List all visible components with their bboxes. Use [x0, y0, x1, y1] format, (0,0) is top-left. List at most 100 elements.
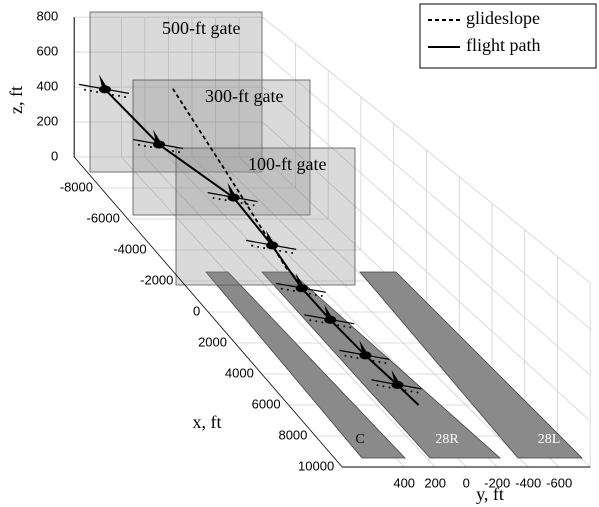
x-tick-label: -2000 [140, 272, 173, 287]
aircraft-dot [416, 391, 419, 394]
aircraft-dot [382, 385, 385, 388]
aircraft [245, 230, 297, 254]
aircraft-dot [320, 294, 323, 297]
aircraft-dot [150, 146, 152, 149]
axes: 0200400600800-8000-6000-4000-20000200040… [36, 9, 591, 490]
aircraft-dot [372, 359, 375, 362]
x-tick-label: -8000 [60, 179, 93, 194]
aircraft-dot [285, 250, 288, 253]
aircraft [207, 182, 258, 207]
aircraft-tail [324, 304, 333, 318]
x-tick-label: -6000 [87, 210, 120, 225]
aircraft-dot [292, 289, 295, 292]
aircraft [304, 304, 355, 329]
runway-label: 28L [538, 432, 561, 447]
aircraft [275, 273, 326, 297]
aircraft [339, 340, 390, 364]
aircraft-dot [251, 244, 254, 247]
runway-label: 28R [435, 432, 459, 447]
aircraft-dot [356, 356, 359, 359]
aircraft-dot [172, 150, 174, 153]
x-tick-label: 0 [193, 303, 200, 318]
plot-lines [78, 74, 422, 406]
aircraft-dot [321, 321, 324, 324]
z-tick-label: 800 [36, 9, 58, 24]
x-tick-label: -4000 [113, 241, 146, 256]
aircraft-dot [388, 386, 391, 389]
aircraft-dot [279, 249, 282, 252]
aircraft-dot [90, 89, 92, 92]
grid-line [262, 121, 591, 422]
aircraft-dot [349, 326, 352, 329]
grid-line [262, 51, 591, 330]
x-tick-label: 2000 [198, 334, 227, 349]
runway-label: C [355, 432, 364, 447]
aircraft-tail [295, 273, 304, 287]
aircraft-dot [166, 148, 168, 151]
y-tick-label: 0 [463, 475, 470, 490]
aircraft-tail [391, 369, 400, 383]
aircraft-dot [84, 88, 86, 91]
aircraft-tail [266, 230, 275, 244]
grid-line [215, 156, 529, 468]
aircraft-dot [118, 94, 120, 97]
aircraft-dot [252, 204, 255, 207]
aircraft-dot [96, 90, 98, 93]
aircraft-dot [344, 354, 347, 357]
aircraft-dot [124, 96, 126, 98]
gate [175, 147, 356, 286]
aircraft-dot [286, 288, 289, 291]
aircraft-dot [240, 202, 243, 205]
aircraft-dot [309, 319, 312, 322]
aircraft-dot [350, 355, 353, 358]
aircraft [132, 129, 184, 154]
runway [359, 271, 583, 459]
aircraft-tail [99, 74, 107, 88]
aircraft-tail [153, 129, 161, 143]
aircraft-dot [112, 93, 114, 96]
aircraft-dot [212, 197, 215, 199]
aircraft-dot [257, 245, 260, 248]
x-tick-label: 8000 [278, 427, 307, 442]
y-tick-label: 200 [424, 475, 446, 490]
aircraft-dot [263, 246, 266, 249]
x-tick-label: 6000 [252, 396, 281, 411]
aircraft-dot [218, 198, 221, 201]
z-tick-label: 200 [36, 113, 58, 128]
y-tick-label: -200 [484, 475, 510, 490]
aircraft-tail [227, 182, 236, 196]
aircraft [78, 74, 130, 98]
z-tick-label: 400 [36, 79, 58, 94]
y-axis-label: y, ft [476, 484, 504, 504]
aircraft-dot [246, 203, 249, 206]
x-axis [73, 156, 343, 468]
aircraft-dot [410, 390, 413, 393]
legend: glideslope flight path [419, 3, 597, 69]
aircraft-dot [376, 384, 379, 387]
aircraft-dot [178, 151, 180, 154]
aircraft-tail [359, 340, 368, 354]
x-tick-label: 4000 [225, 365, 254, 380]
legend-label: glideslope [466, 8, 540, 28]
gates: 500-ft gate 300-ft gate 100-ft gate [89, 11, 356, 286]
aircraft-dot [291, 252, 294, 254]
gate-label: 300-ft gate [205, 86, 283, 106]
gate-label: 500-ft gate [162, 18, 240, 38]
y-tick-label: 400 [393, 475, 415, 490]
z-tick-label: 0 [51, 148, 58, 163]
aircraft-dot [280, 287, 283, 290]
x-tick-label: 10000 [298, 458, 334, 473]
aircraft-dot [378, 360, 381, 363]
z-axis-label: z, ft [6, 86, 26, 114]
aircraft [371, 369, 422, 394]
aircraft-dot [138, 143, 140, 146]
z-tick-label: 600 [36, 44, 58, 59]
legend-label: flight path [466, 35, 541, 55]
aircraft-dot [144, 144, 146, 147]
x-axis-label: x, ft [193, 412, 222, 432]
y-tick-label: -400 [515, 475, 541, 490]
grid-line [144, 156, 436, 468]
aircraft-dot [404, 389, 407, 392]
grid-line [262, 86, 591, 376]
